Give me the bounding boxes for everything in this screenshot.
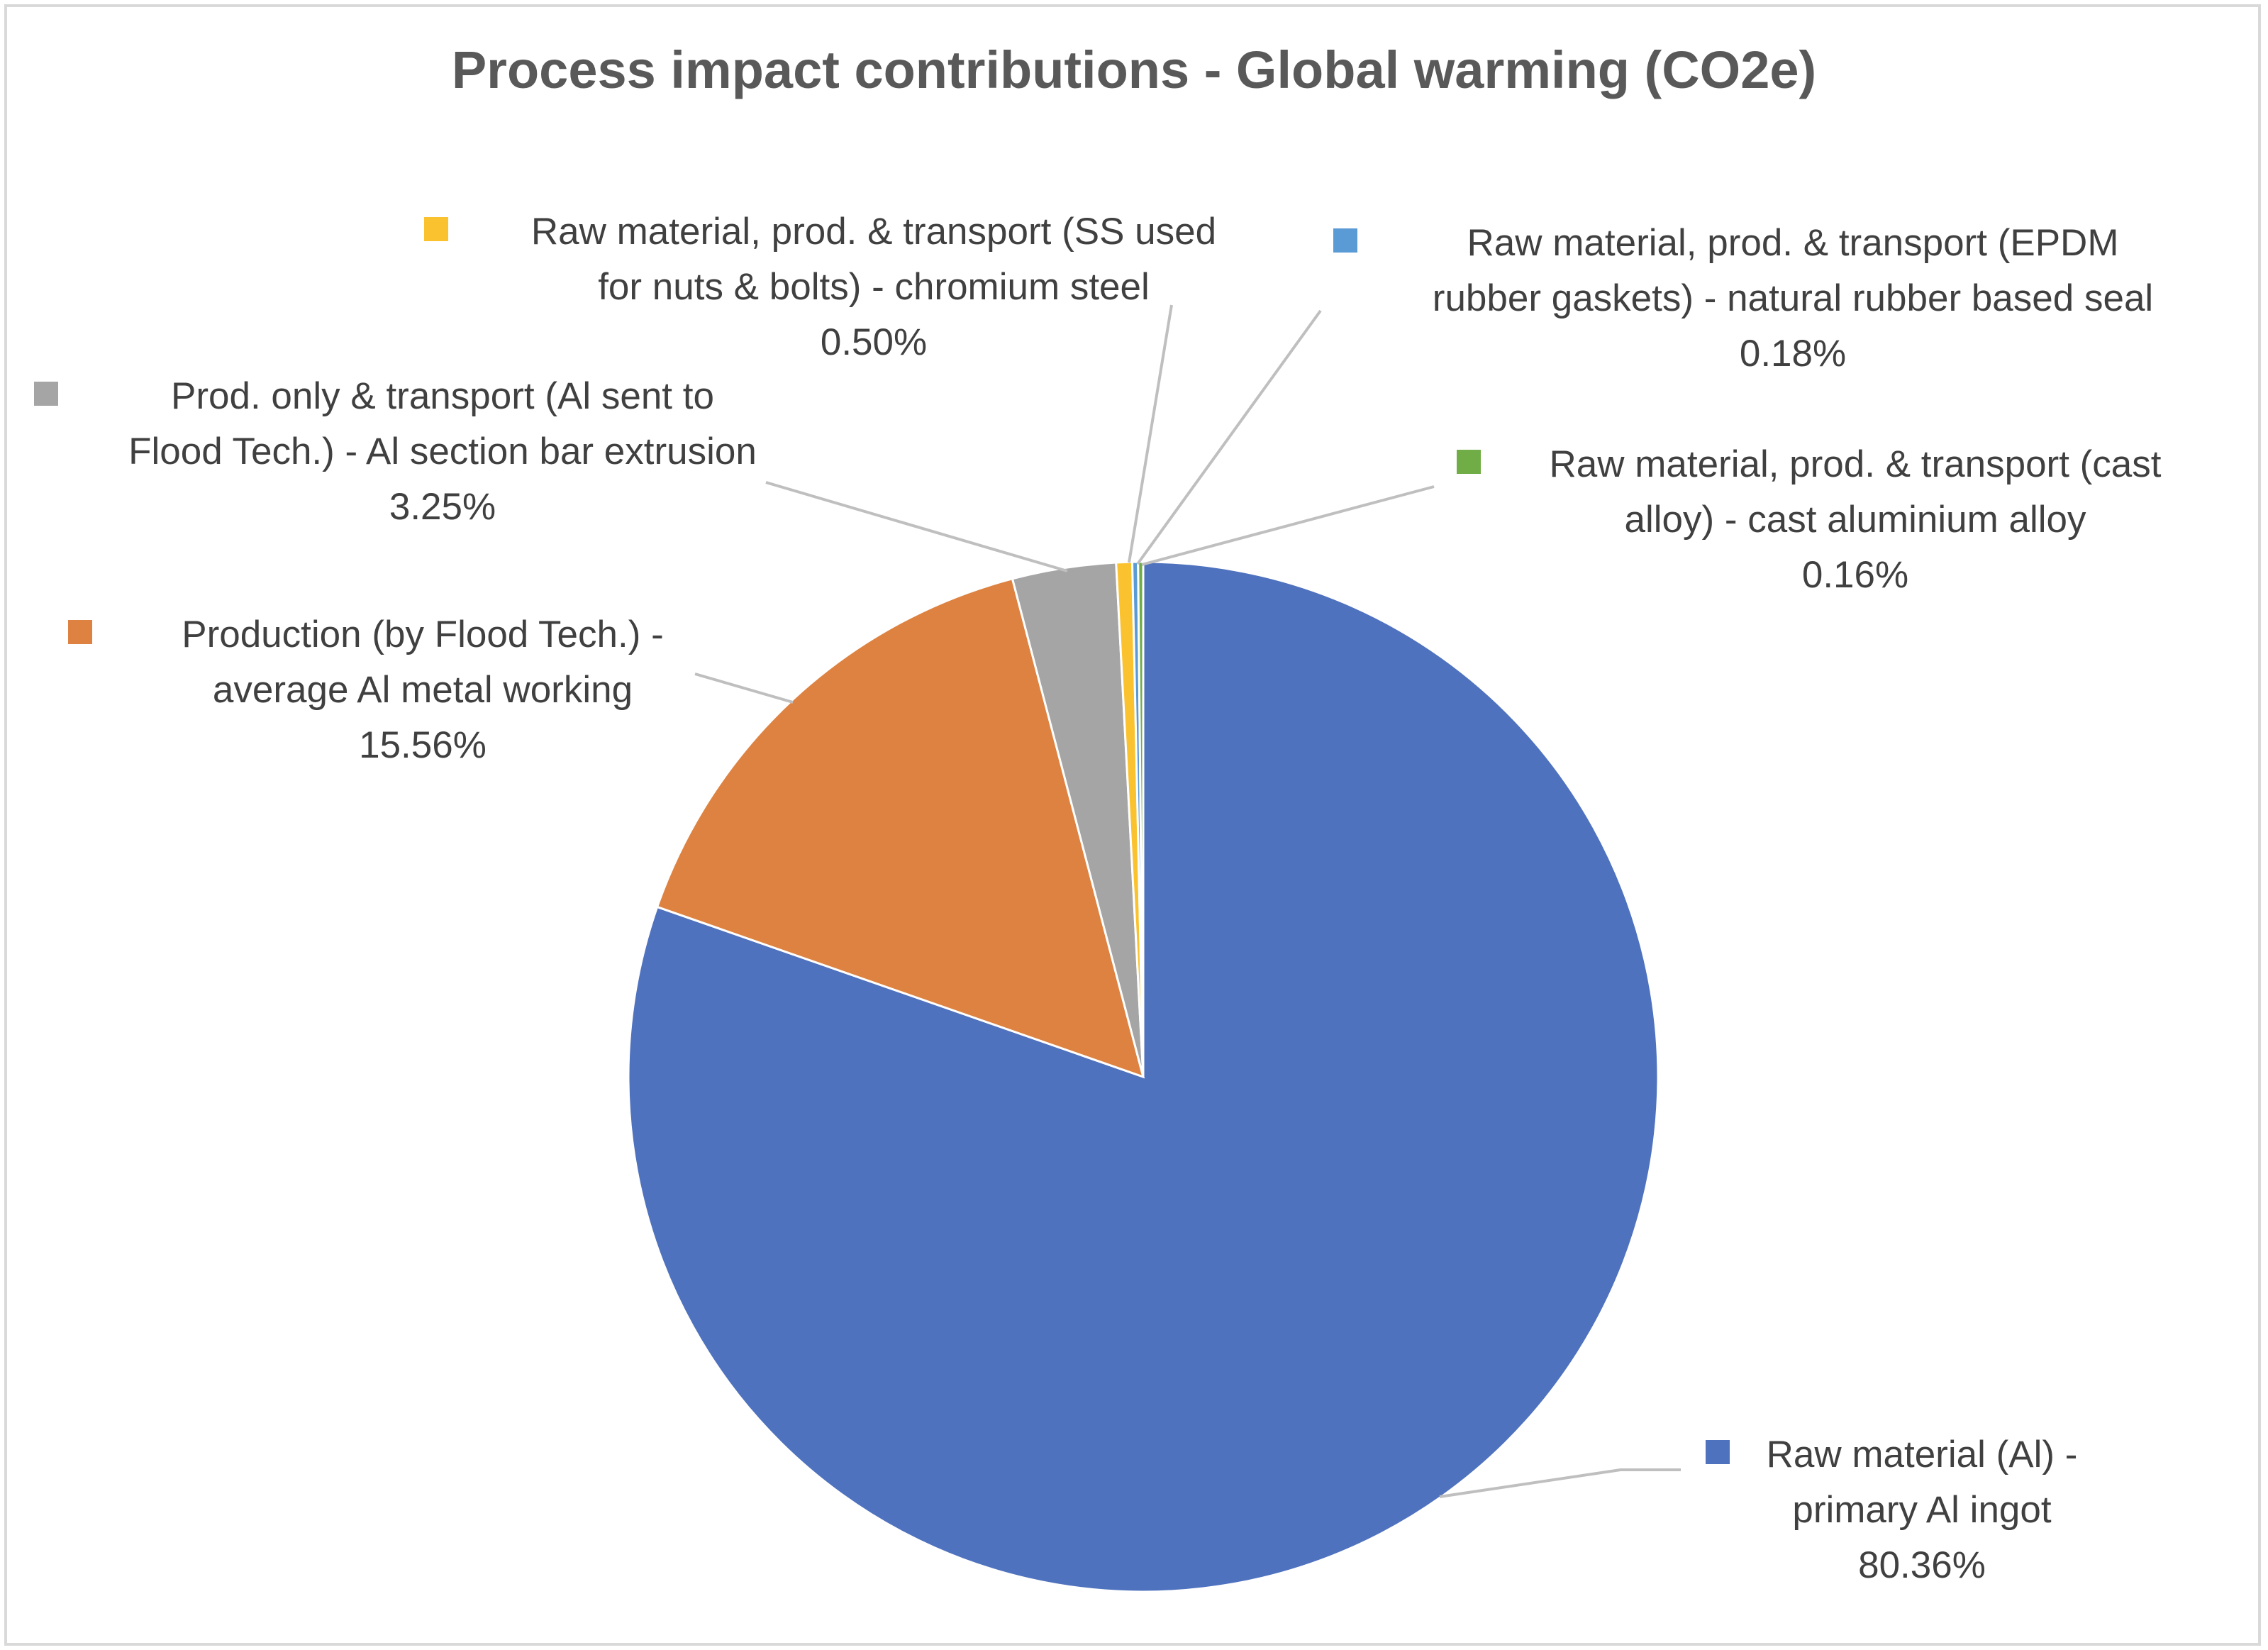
data-label-value: 0.18% [1740,333,1846,375]
data-label-line: Flood Tech.) - Al section bar extrusion [128,431,757,472]
leader-line-cast-aluminium-alloy [1141,485,1435,566]
data-label-value: 80.36% [1858,1544,1986,1586]
data-label-line: Raw material, prod. & transport (SS used [531,211,1216,253]
data-label-line: Production (by Flood Tech.) - [182,614,664,655]
data-label-al-metal-working: Production (by Flood Tech.) - average Al … [182,614,664,766]
leader-lines [694,304,1681,1498]
data-label-line: for nuts & bolts) - chromium steel [598,266,1150,308]
data-label-line: Raw material (Al) - [1767,1434,2078,1475]
data-label-line: alloy) - cast aluminium alloy [1625,499,2086,541]
data-label-cast-aluminium-alloy: Raw material, prod. & transport (cast all… [1549,443,2161,596]
data-label-line: primary Al ingot [1792,1489,2052,1531]
leader-line-primary-al-ingot [1439,1468,1681,1498]
data-label-natural-rubber-seal: Raw material, prod. & transport (EPDM rub… [1433,222,2153,375]
legend-key-chromium-steel [424,217,448,241]
data-label-value: 15.56% [359,724,487,766]
legend-key-al-metal-working [68,620,92,644]
leader-line-chromium-steel [1128,304,1173,563]
leader-line-natural-rubber-seal [1136,309,1322,565]
data-label-value: 3.25% [389,486,496,528]
data-label-value: 0.50% [821,321,927,363]
pie-slices [627,560,1660,1593]
data-label-value: 0.16% [1802,554,1908,596]
data-label-line: Prod. only & transport (Al sent to [171,375,714,417]
data-label-line: Raw material, prod. & transport (cast [1549,443,2161,485]
chart-title: Process impact contributions - Global wa… [452,40,1816,99]
data-label-line: Raw material, prod. & transport (EPDM [1467,222,2119,264]
data-label-al-section-bar-extrusion: Prod. only & transport (Al sent to Flood … [128,375,757,528]
data-label-line: average Al metal working [213,669,633,711]
data-labels: Raw material (Al) - primary Al ingot 80.36… [34,211,2162,1586]
leader-line-al-metal-working [694,672,794,704]
data-label-line: rubber gaskets) - natural rubber based s… [1433,277,2153,319]
data-label-primary-al-ingot: Raw material (Al) - primary Al ingot 80.36… [1767,1434,2078,1586]
legend-key-cast-aluminium-alloy [1457,450,1481,474]
pie-slice-al-metal-working [655,577,1145,1079]
legend-key-al-section-bar-extrusion [34,382,58,406]
legend-key-natural-rubber-seal [1333,228,1357,253]
legend-key-primary-al-ingot [1706,1440,1730,1464]
data-label-chromium-steel: Raw material, prod. & transport (SS used… [531,211,1216,363]
leader-line-al-section-bar-extrusion [765,481,1068,572]
